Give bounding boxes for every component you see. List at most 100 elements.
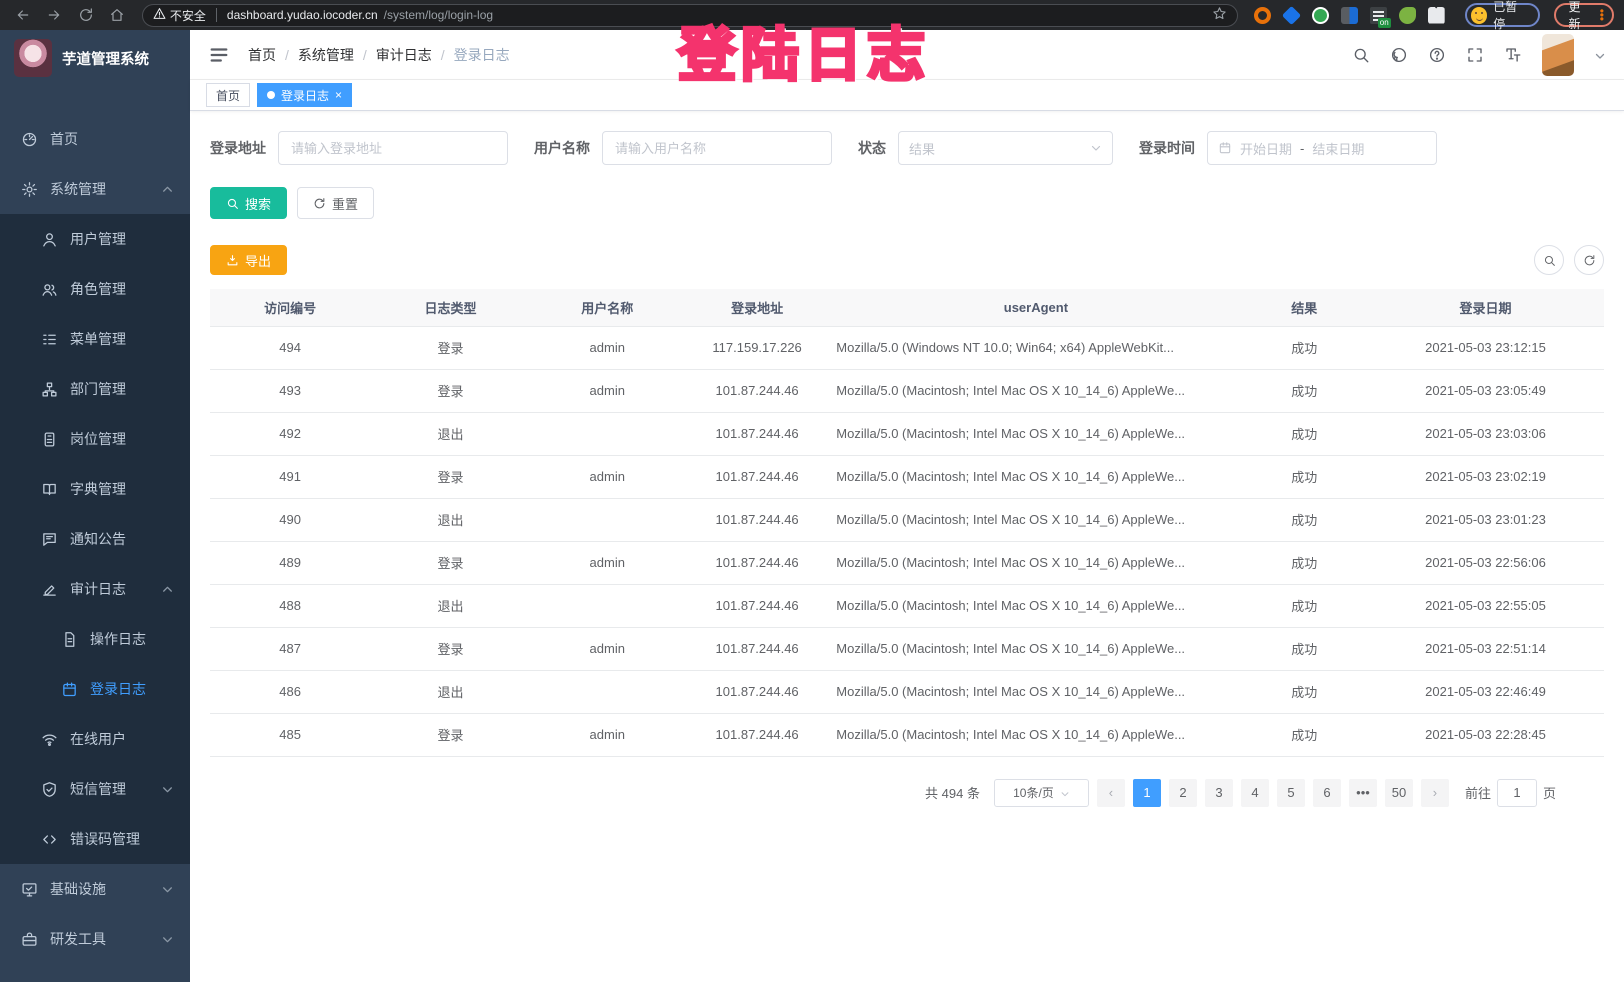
cell-日志类型: 登录 — [370, 541, 531, 585]
page-button-50[interactable]: 50 — [1384, 778, 1413, 807]
update-button[interactable]: 更新 • • • — [1554, 0, 1614, 31]
table-row[interactable]: 485 登录 admin 101.87.244.46 Mozilla/5.0 (Maci… — [210, 713, 1604, 757]
table-row[interactable]: 494 登录 admin 117.159.17.226 Mozilla/5.0 (Win… — [210, 326, 1604, 370]
cell-登录日期: 2021-05-03 22:55:05 — [1366, 584, 1604, 628]
export-button[interactable]: 导出 — [210, 245, 288, 275]
sidebar-item-通知公告[interactable]: 通知公告 — [0, 514, 190, 564]
cell-日志类型: 登录 — [370, 326, 531, 370]
login-time-range-picker[interactable]: 开始日期 - 结束日期 — [1207, 131, 1437, 165]
sidebar-item-角色管理[interactable]: 角色管理 — [0, 264, 190, 314]
total-count: 共 494 条 — [925, 786, 980, 801]
browser-back-icon[interactable] — [10, 3, 35, 27]
app-logo-row[interactable]: 芋道管理系统 — [0, 30, 190, 86]
font-size-icon[interactable] — [1504, 46, 1522, 64]
green-circle-extension-icon[interactable] — [1311, 6, 1329, 24]
fullscreen-icon[interactable] — [1466, 46, 1484, 64]
sidebar-item-操作日志[interactable]: 操作日志 — [0, 614, 190, 664]
puzzle-extension-icon[interactable] — [1427, 6, 1445, 24]
more-pages-button[interactable]: ••• — [1348, 778, 1377, 807]
goto-page-input[interactable] — [1496, 778, 1537, 807]
sidebar-item-研发工具[interactable]: 研发工具 — [0, 914, 190, 964]
page-button-5[interactable]: 5 — [1276, 778, 1305, 807]
orange-ring-extension-icon[interactable] — [1253, 6, 1271, 24]
sidebar-item-首页[interactable]: 首页 — [0, 114, 190, 164]
browser-forward-icon[interactable] — [41, 3, 66, 27]
cell-用户名称 — [530, 584, 684, 628]
cell-结果: 成功 — [1241, 455, 1367, 499]
breadcrumb-item-首页[interactable]: 首页 — [248, 46, 276, 63]
sidebar-item-部门管理[interactable]: 部门管理 — [0, 364, 190, 414]
breadcrumb-separator: / — [285, 46, 289, 63]
blue-gem-extension-icon[interactable] — [1281, 5, 1301, 25]
username-input[interactable] — [602, 131, 832, 165]
table-row[interactable]: 492 退出 101.87.244.46 Mozilla/5.0 (Macintosh… — [210, 412, 1604, 456]
status-select[interactable]: 结果 — [898, 131, 1113, 165]
sidebar-item-字典管理[interactable]: 字典管理 — [0, 464, 190, 514]
chevron-down-icon — [161, 933, 174, 946]
table-row[interactable]: 488 退出 101.87.244.46 Mozilla/5.0 (Macintosh… — [210, 584, 1604, 628]
sidebar: 芋道管理系统 首页 系统管理 用户管理 角色管理 菜单管理部门管理岗位管理 字典管理 通知公… — [0, 30, 190, 982]
refresh-button[interactable] — [1574, 245, 1604, 275]
help-icon[interactable] — [1428, 46, 1446, 64]
paused-badge[interactable]: 已暂停 — [1464, 0, 1541, 31]
prev-page-button[interactable]: ‹ — [1096, 778, 1125, 807]
table-row[interactable]: 493 登录 admin 101.87.244.46 Mozilla/5.0 (Maci… — [210, 369, 1604, 413]
table-row[interactable]: 489 登录 admin 101.87.244.46 Mozilla/5.0 (Maci… — [210, 541, 1604, 585]
list-on-extension-icon[interactable] — [1369, 6, 1391, 28]
browser-reload-icon[interactable] — [73, 3, 98, 27]
sidebar-item-用户管理[interactable]: 用户管理 — [0, 214, 190, 264]
page-button-6[interactable]: 6 — [1312, 778, 1341, 807]
browser-chrome: 不安全 dashboard.yudao.iocoder.cn/system/lo… — [0, 0, 1624, 31]
table-row[interactable]: 487 登录 admin 101.87.244.46 Mozilla/5.0 (Maci… — [210, 627, 1604, 671]
sidebar-item-岗位管理[interactable]: 岗位管理 — [0, 414, 190, 464]
date-range-separator: - — [1300, 140, 1305, 156]
close-icon[interactable]: × — [335, 88, 343, 102]
search-button[interactable]: 搜索 — [210, 187, 288, 219]
tag-登录日志[interactable]: 登录日志 × — [257, 83, 353, 107]
avatar[interactable] — [1542, 33, 1574, 76]
sidebar-item-label: 在线用户 — [70, 731, 126, 747]
search-icon[interactable] — [1352, 46, 1370, 64]
url-host: dashboard.yudao.iocoder.cn — [226, 8, 378, 22]
cell-用户名称 — [530, 498, 684, 542]
table-row[interactable]: 491 登录 admin 101.87.244.46 Mozilla/5.0 (Maci… — [210, 455, 1604, 499]
tags-view-bar: 首页 登录日志 × — [190, 80, 1624, 111]
address-bar[interactable]: 不安全 dashboard.yudao.iocoder.cn/system/lo… — [141, 3, 1238, 27]
sidebar-item-短信管理[interactable]: 短信管理 — [0, 764, 190, 814]
page-button-4[interactable]: 4 — [1240, 778, 1269, 807]
page-button-2[interactable]: 2 — [1168, 778, 1197, 807]
next-page-button[interactable]: › — [1420, 778, 1449, 807]
github-icon[interactable] — [1390, 46, 1408, 64]
tag-首页[interactable]: 首页 — [206, 83, 251, 107]
page-button-1[interactable]: 1 — [1132, 778, 1161, 807]
toggle-search-button[interactable] — [1534, 245, 1564, 275]
not-secure-warning[interactable]: 不安全 — [153, 7, 206, 24]
sidebar-item-系统管理[interactable]: 系统管理 — [0, 164, 190, 214]
green-leaf-extension-icon[interactable] — [1398, 6, 1416, 24]
login-address-input[interactable] — [278, 131, 508, 165]
table-row[interactable]: 490 退出 101.87.244.46 Mozilla/5.0 (Macintosh… — [210, 498, 1604, 542]
sidebar-item-在线用户[interactable]: 在线用户 — [0, 714, 190, 764]
chevron-down-icon[interactable] — [1594, 49, 1606, 61]
sidebar-item-登录日志[interactable]: 登录日志 — [0, 664, 190, 714]
grid-extension-icon[interactable] — [1340, 6, 1358, 24]
page-button-3[interactable]: 3 — [1204, 778, 1233, 807]
table-row[interactable]: 486 退出 101.87.244.46 Mozilla/5.0 (Macintosh… — [210, 670, 1604, 714]
sidebar-item-label: 部门管理 — [70, 381, 126, 397]
page-size-select[interactable]: 10条/页 — [993, 778, 1089, 807]
browser-menu-dots-icon[interactable]: • • • — [1599, 3, 1604, 27]
sidebar-item-审计日志[interactable]: 审计日志 — [0, 564, 190, 614]
breadcrumb-item-审计日志[interactable]: 审计日志 — [375, 46, 432, 63]
browser-home-icon[interactable] — [104, 3, 129, 27]
hamburger-icon[interactable] — [208, 44, 230, 66]
breadcrumb-item-系统管理[interactable]: 系统管理 — [297, 46, 354, 63]
sidebar-item-菜单管理[interactable]: 菜单管理 — [0, 314, 190, 364]
sidebar-item-错误码管理[interactable]: 错误码管理 — [0, 814, 190, 864]
reset-button[interactable]: 重置 — [297, 187, 375, 219]
sidebar-item-label: 登录日志 — [90, 681, 146, 697]
cell-userAgent: Mozilla/5.0 (Macintosh; Intel Mac OS X 1… — [830, 713, 1242, 757]
bookmark-star-icon[interactable] — [1212, 6, 1227, 24]
sidebar-item-基础设施[interactable]: 基础设施 — [0, 864, 190, 914]
status-label: 状态 — [858, 140, 886, 156]
